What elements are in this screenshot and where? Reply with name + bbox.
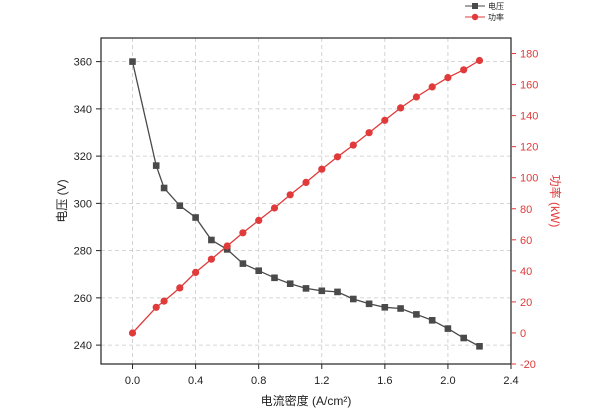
series-layer: [128, 56, 484, 350]
voltage-series-line: [131, 61, 480, 347]
left-y-axis-title: 电压 (V): [55, 179, 69, 222]
power-data-point: [381, 116, 389, 124]
right-y-tick-label: 0: [520, 328, 526, 340]
voltage-data-point: [318, 287, 326, 295]
right-y-tick-label: 80: [520, 204, 532, 216]
x-tick-label: 2.0: [440, 375, 455, 387]
power-data-point: [223, 242, 231, 250]
voltage-data-point: [413, 311, 420, 318]
legend-marker-voltage: [472, 3, 478, 9]
left-y-tick-label: 340: [74, 104, 92, 116]
x-tick-label: 1.2: [314, 375, 329, 387]
voltage-data-point: [350, 295, 357, 303]
left-y-tick-label: 360: [74, 57, 92, 69]
power-data-point: [428, 83, 436, 91]
power-data-point: [160, 297, 168, 305]
voltage-data-point: [239, 260, 247, 267]
axis-ticks: 0.0 0.4 0.8 1.2 1.6 2.0 2.4 240 260 280 300 320 340 3…: [74, 49, 539, 387]
left-y-tick-label: 320: [74, 151, 92, 163]
voltage-data-point: [397, 305, 404, 312]
x-axis-title: 电流密度 (A/cm²): [261, 393, 352, 408]
voltage-data-point: [444, 325, 452, 332]
right-y-tick-label: 20: [520, 297, 532, 309]
voltage-data-point: [208, 236, 215, 244]
left-y-tick-label: 260: [74, 293, 92, 305]
power-data-point: [152, 303, 160, 311]
power-data-point: [333, 153, 342, 161]
voltage-data-point: [365, 300, 373, 308]
x-tick-label: 1.6: [377, 375, 392, 387]
power-data-point: [302, 178, 310, 186]
voltage-data-point: [176, 202, 184, 209]
power-data-point: [239, 229, 247, 237]
x-tick-label: 0.8: [251, 375, 266, 387]
power-data-point: [270, 204, 279, 212]
power-data-point: [255, 216, 263, 224]
power-data-point: [412, 93, 420, 101]
voltage-data-point: [460, 334, 467, 342]
voltage-data-point: [152, 162, 160, 169]
voltage-data-point: [476, 343, 483, 350]
power-data-point: [128, 329, 137, 337]
power-data-point: [397, 104, 405, 112]
voltage-data-point: [302, 285, 310, 292]
power-data-point: [365, 129, 373, 137]
power-data-point: [286, 191, 294, 199]
power-data-point: [192, 268, 200, 276]
voltage-data-point: [381, 304, 389, 311]
x-tick-label: 2.4: [503, 375, 518, 387]
voltage-data-point: [129, 58, 136, 65]
legend-marker-power: [471, 13, 479, 21]
power-data-point: [460, 66, 468, 74]
voltage-data-point: [428, 317, 436, 324]
left-y-tick-label: 300: [74, 198, 92, 210]
plot-frame: [100, 37, 512, 365]
left-y-tick-label: 280: [74, 246, 92, 258]
power-data-point: [176, 284, 184, 292]
right-y-axis-title: 功率 (kW): [548, 175, 563, 228]
right-y-tick-label: 160: [520, 80, 538, 92]
power-data-point: [349, 141, 357, 149]
legend: 电压 功率: [465, 1, 504, 22]
left-y-tick-label: 240: [74, 340, 92, 352]
power-data-point: [444, 74, 452, 82]
right-y-tick-label: 60: [520, 235, 532, 247]
x-tick-label: 0.4: [188, 375, 203, 387]
right-y-tick-label: 180: [520, 49, 538, 61]
power-data-point: [207, 255, 215, 263]
legend-label-voltage: 电压: [488, 1, 504, 11]
voltage-data-point: [255, 267, 262, 274]
power-series-line: [132, 59, 480, 334]
right-y-tick-label: 120: [520, 142, 538, 154]
voltage-data-point: [160, 184, 168, 192]
x-tick-label: 0.0: [125, 375, 140, 387]
grid: [101, 38, 512, 364]
voltage-data-point: [192, 214, 199, 221]
voltage-data-point: [334, 288, 341, 296]
power-data-point: [318, 165, 326, 173]
voltage-data-point: [271, 274, 278, 282]
right-y-tick-label: 100: [520, 173, 538, 185]
power-data-point: [475, 56, 484, 65]
legend-label-power: 功率: [488, 12, 504, 22]
right-y-tick-label: 40: [520, 266, 532, 278]
right-y-tick-label: 140: [520, 111, 538, 123]
right-y-tick-label: -20: [520, 359, 536, 371]
voltage-data-point: [286, 280, 294, 287]
